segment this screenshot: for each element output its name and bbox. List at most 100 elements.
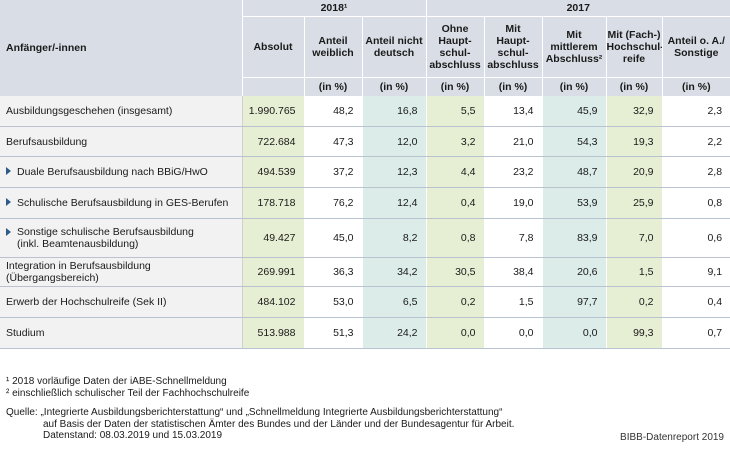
cell-mittlerer: 45,9 <box>542 96 607 127</box>
cell-nicht-deutsch: 12,0 <box>362 126 427 157</box>
report-credit: BIBB-Datenreport 2019 <box>620 432 724 443</box>
cell-ohne-hs: 3,2 <box>426 126 485 157</box>
cell-hochschulreife: 7,0 <box>606 218 663 258</box>
cell-ohne-hs: 0,0 <box>426 317 485 349</box>
cell-ohne-hs: 5,5 <box>426 96 485 127</box>
row-label: Sonstige schulische Berufsausbildung (ink… <box>0 218 243 258</box>
cell-nicht-deutsch: 12,3 <box>362 156 427 188</box>
header-column-row: Absolut Anteil weiblich Anteil nicht deuts… <box>0 16 730 78</box>
col-header-nicht-deutsch: Anteil nicht deutsch <box>362 16 427 78</box>
cell-weiblich: 36,3 <box>304 257 363 287</box>
col-header-mit-hs: Mit Haupt-schul-abschluss <box>484 16 543 78</box>
cell-ohne-hs: 30,5 <box>426 257 485 287</box>
cell-weiblich: 48,2 <box>304 96 363 127</box>
row-label: Berufsausbildung <box>0 126 243 157</box>
header-year-row: Anfänger/-innen 2018¹ 2017 <box>0 0 730 96</box>
table-row: Schulische Berufsausbildung in GES-Beruf… <box>0 187 730 219</box>
cell-absolut: 722.684 <box>242 126 305 157</box>
cell-mittlerer: 97,7 <box>542 286 607 318</box>
cell-absolut: 484.102 <box>242 286 305 318</box>
cell-weiblich: 53,0 <box>304 286 363 318</box>
col-header-hochschulreife: Mit (Fach-) Hochschul-reife <box>606 16 663 78</box>
cell-mit-hs: 0,0 <box>484 317 543 349</box>
cell-mittlerer: 0,0 <box>542 317 607 349</box>
cell-sonstige: 0,6 <box>662 218 730 258</box>
unit-cell: (in %) <box>662 77 730 96</box>
cell-sonstige: 0,8 <box>662 187 730 219</box>
cell-mittlerer: 20,6 <box>542 257 607 287</box>
cell-mit-hs: 1,5 <box>484 286 543 318</box>
cell-nicht-deutsch: 6,5 <box>362 286 427 318</box>
cell-weiblich: 47,3 <box>304 126 363 157</box>
col-header-weiblich: Anteil weiblich <box>304 16 363 78</box>
cell-sonstige: 9,1 <box>662 257 730 287</box>
cell-mit-hs: 21,0 <box>484 126 543 157</box>
cell-nicht-deutsch: 16,8 <box>362 96 427 127</box>
cell-ohne-hs: 0,8 <box>426 218 485 258</box>
source-note: Quelle: „Integrierte Ausbildungsberichte… <box>6 407 566 442</box>
source-line-1: Quelle: „Integrierte Ausbildungsberichte… <box>6 407 503 418</box>
year-2017-header: 2017 <box>426 0 730 17</box>
unit-cell: (in %) <box>304 77 363 96</box>
table-row: Integration in Berufsausbildung (Übergan… <box>0 257 730 287</box>
cell-ohne-hs: 4,4 <box>426 156 485 188</box>
cell-mittlerer: 53,9 <box>542 187 607 219</box>
unit-cell-empty <box>242 77 305 96</box>
cell-hochschulreife: 99,3 <box>606 317 663 349</box>
cell-sonstige: 2,8 <box>662 156 730 188</box>
table-row: Ausbildungsgeschehen (insgesamt) 1.990.7… <box>0 96 730 127</box>
table-row: Studium 513.988 51,3 24,2 0,0 0,0 0,0 99… <box>0 317 730 349</box>
cell-sonstige: 0,4 <box>662 286 730 318</box>
table-row: Duale Berufsausbildung nach BBiG/HwO 494… <box>0 156 730 188</box>
table-row: Sonstige schulische Berufsausbildung (ink… <box>0 218 730 258</box>
cell-mit-hs: 23,2 <box>484 156 543 188</box>
cell-absolut: 178.718 <box>242 187 305 219</box>
cell-weiblich: 45,0 <box>304 218 363 258</box>
cell-hochschulreife: 0,2 <box>606 286 663 318</box>
source-line-2: auf Basis der Daten der statistischen Äm… <box>43 418 515 430</box>
row-label: Duale Berufsausbildung nach BBiG/HwO <box>0 156 243 188</box>
cell-sonstige: 2,2 <box>662 126 730 157</box>
triangle-bullet-icon <box>6 228 11 236</box>
col-header-ohne-hs: Ohne Haupt-schul-abschluss <box>426 16 485 78</box>
col-header-absolut: Absolut <box>242 16 305 78</box>
cell-mittlerer: 48,7 <box>542 156 607 188</box>
data-table: Anfänger/-innen 2018¹ 2017 Absolut Antei… <box>0 0 730 349</box>
triangle-bullet-icon <box>6 167 11 175</box>
unit-cell: (in %) <box>362 77 427 96</box>
cell-hochschulreife: 25,9 <box>606 187 663 219</box>
cell-absolut: 1.990.765 <box>242 96 305 127</box>
cell-hochschulreife: 20,9 <box>606 156 663 188</box>
row-label: Erwerb der Hochschulreife (Sek II) <box>0 286 243 318</box>
footnotes: ¹ 2018 vorläufige Daten der iABE-Schnell… <box>6 376 249 400</box>
cell-hochschulreife: 32,9 <box>606 96 663 127</box>
unit-cell: (in %) <box>606 77 663 96</box>
footnote-2: ² einschließlich schulischer Teil der Fa… <box>6 388 250 399</box>
row-label: Integration in Berufsausbildung (Übergan… <box>0 257 243 287</box>
table-row: Berufsausbildung 722.684 47,3 12,0 3,2 2… <box>0 126 730 157</box>
footnote-1: ¹ 2018 vorläufige Daten der iABE-Schnell… <box>6 376 227 387</box>
row-label: Studium <box>0 317 243 349</box>
cell-ohne-hs: 0,4 <box>426 187 485 219</box>
cell-nicht-deutsch: 8,2 <box>362 218 427 258</box>
cell-nicht-deutsch: 24,2 <box>362 317 427 349</box>
cell-sonstige: 2,3 <box>662 96 730 127</box>
col-header-sonstige: Anteil o. A./Sonstige <box>662 16 730 78</box>
cell-hochschulreife: 1,5 <box>606 257 663 287</box>
cell-ohne-hs: 0,2 <box>426 286 485 318</box>
unit-cell: (in %) <box>426 77 485 96</box>
cell-weiblich: 51,3 <box>304 317 363 349</box>
cell-weiblich: 76,2 <box>304 187 363 219</box>
cell-mit-hs: 13,4 <box>484 96 543 127</box>
header-unit-row: (in %) (in %) (in %) (in %) (in %) (in %… <box>0 77 730 96</box>
cell-mittlerer: 83,9 <box>542 218 607 258</box>
cell-weiblich: 37,2 <box>304 156 363 188</box>
cell-sonstige: 0,7 <box>662 317 730 349</box>
cell-mittlerer: 54,3 <box>542 126 607 157</box>
triangle-bullet-icon <box>6 198 11 206</box>
cell-mit-hs: 7,8 <box>484 218 543 258</box>
cell-nicht-deutsch: 12,4 <box>362 187 427 219</box>
cell-nicht-deutsch: 34,2 <box>362 257 427 287</box>
unit-cell: (in %) <box>484 77 543 96</box>
cell-absolut: 269.991 <box>242 257 305 287</box>
